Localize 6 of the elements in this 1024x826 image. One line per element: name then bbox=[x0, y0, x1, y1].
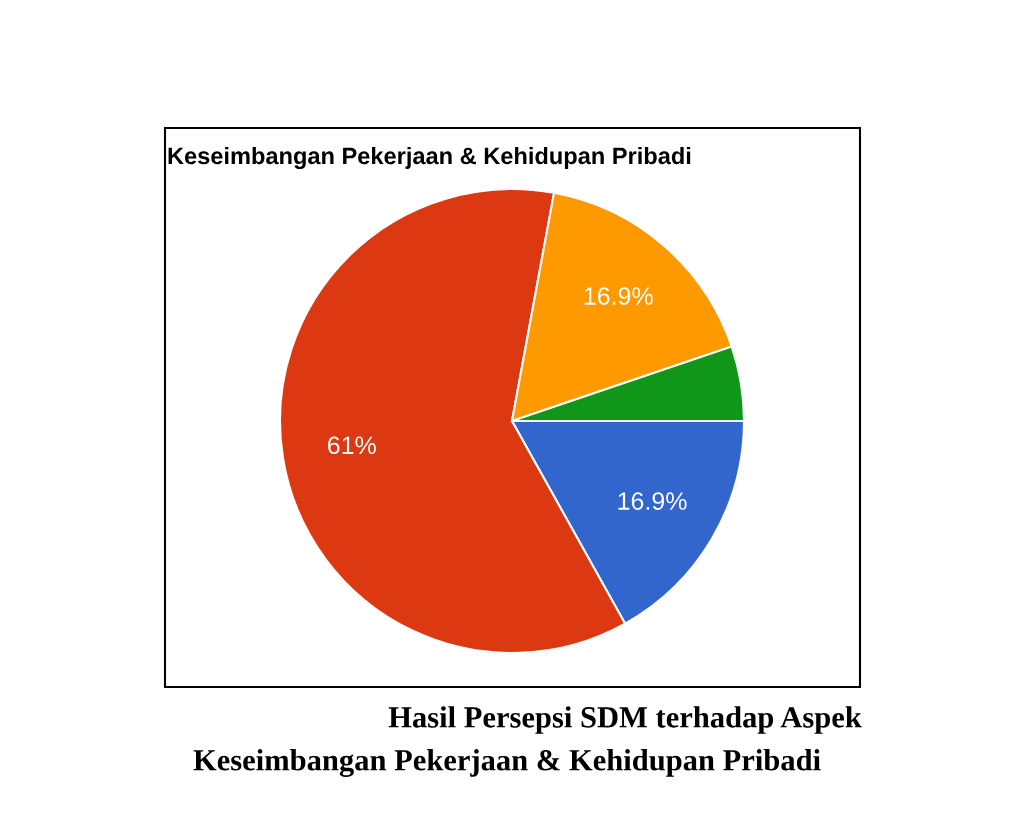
text: Hasil Persepsi SDM terhadap Aspek bbox=[388, 706, 862, 734]
chart-title: Keseimbangan Pekerjaan & Kehidupan Pribadi bbox=[168, 146, 691, 170]
text: Keseimbangan Pekerjaan & Kehidupan Pribadi bbox=[193, 749, 821, 777]
data-label: 16.9% bbox=[618, 492, 687, 510]
data-label: 16.9% bbox=[584, 287, 653, 305]
data-label: 61% bbox=[328, 436, 376, 455]
